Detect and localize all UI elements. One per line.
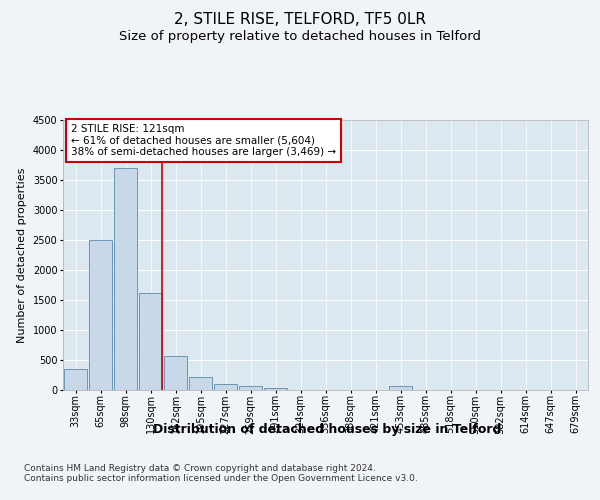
- Y-axis label: Number of detached properties: Number of detached properties: [17, 168, 27, 342]
- Bar: [89, 240, 112, 390]
- Bar: [239, 386, 262, 390]
- Bar: [214, 384, 237, 390]
- Text: 2, STILE RISE, TELFORD, TF5 0LR: 2, STILE RISE, TELFORD, TF5 0LR: [174, 12, 426, 28]
- Bar: [139, 293, 162, 390]
- Text: Distribution of detached houses by size in Telford: Distribution of detached houses by size …: [153, 422, 501, 436]
- Text: Contains HM Land Registry data © Crown copyright and database right 2024.
Contai: Contains HM Land Registry data © Crown c…: [24, 464, 418, 483]
- Bar: [189, 377, 212, 390]
- Text: Size of property relative to detached houses in Telford: Size of property relative to detached ho…: [119, 30, 481, 43]
- Bar: [264, 388, 287, 390]
- Bar: [64, 369, 87, 390]
- Bar: [114, 168, 137, 390]
- Bar: [164, 356, 187, 390]
- Bar: [389, 386, 412, 390]
- Text: 2 STILE RISE: 121sqm
← 61% of detached houses are smaller (5,604)
38% of semi-de: 2 STILE RISE: 121sqm ← 61% of detached h…: [71, 124, 336, 157]
